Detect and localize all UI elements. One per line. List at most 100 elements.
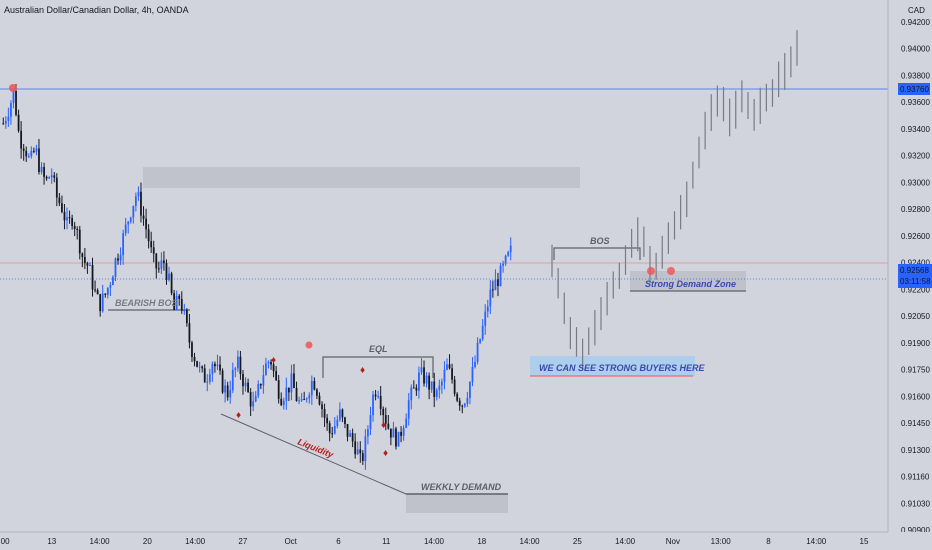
candle-body <box>425 375 428 384</box>
candle-body <box>252 401 255 407</box>
candle-body <box>458 400 461 406</box>
buyers-note-box <box>530 356 695 376</box>
candle-body <box>282 400 285 406</box>
candle-body <box>489 289 492 307</box>
candle-body <box>40 166 43 173</box>
candle-body <box>38 148 40 173</box>
liquidity-trendline <box>220 413 407 495</box>
candle-body <box>374 394 377 397</box>
x-tick-label: 15 <box>860 537 869 546</box>
time-scale[interactable] <box>0 532 932 550</box>
y-tick-group: 0.94200 0.94000 0.93800 0.93600 0.93400 0.932… <box>901 18 930 535</box>
candle-body <box>461 405 464 407</box>
candle-body <box>499 265 502 287</box>
candle-body <box>7 116 10 121</box>
supply-zone-box <box>143 167 580 188</box>
candle-body <box>336 419 339 427</box>
candle-body <box>405 418 408 428</box>
demand-eye-icon <box>667 267 675 275</box>
candle-body <box>272 364 275 372</box>
candle-body <box>323 409 326 418</box>
y-tick-label: 0.91450 <box>901 419 930 428</box>
candle-body <box>372 394 374 416</box>
y-tick-label: 0.91750 <box>901 366 930 375</box>
liquidity-drop-icon: ♦ <box>360 365 365 376</box>
candle-body <box>397 431 400 447</box>
candle-body <box>369 415 372 430</box>
y-tick-label: 0.91030 <box>901 499 930 508</box>
candle-body <box>389 428 392 438</box>
candle-body <box>295 387 298 402</box>
candle-body <box>22 148 25 151</box>
candle-body <box>12 91 15 104</box>
candle-body <box>78 229 81 254</box>
candle-body <box>117 258 119 261</box>
candle-body <box>142 215 145 219</box>
candle-body <box>367 429 369 437</box>
candle-body <box>479 339 482 343</box>
candles-group <box>2 84 512 470</box>
bos-bracket <box>553 247 641 260</box>
y-tick-label: 0.94200 <box>901 18 930 27</box>
candle-body <box>183 310 186 312</box>
candle-body <box>94 289 96 291</box>
x-tick-label: 13 <box>47 537 56 546</box>
candle-body <box>356 449 359 455</box>
candle-body <box>25 150 28 157</box>
candle-body <box>4 120 7 124</box>
candle-body <box>211 363 214 375</box>
strong-demand-zone-label: Strong Demand Zone <box>645 279 736 289</box>
eql-label: EQL <box>369 344 388 354</box>
candle-body <box>10 103 12 117</box>
candle-body <box>244 382 247 387</box>
candle-body <box>407 400 410 419</box>
candle-body <box>63 211 66 221</box>
candle-body <box>191 342 193 357</box>
candle-body <box>321 404 323 410</box>
y-tick-label: 0.91300 <box>901 446 930 455</box>
x-tick-label: 11 <box>382 537 391 546</box>
candle-body <box>471 366 474 382</box>
candle-body <box>196 361 198 367</box>
candle-body <box>484 311 487 326</box>
x-tick-group: :00 13 14:00 20 14:00 27 Oct 6 11 14:00 18 14:00 25 1… <box>0 537 869 546</box>
candle-body <box>280 398 283 406</box>
candle-body <box>435 390 438 397</box>
candle-body <box>150 241 153 248</box>
candle-body <box>364 436 367 461</box>
candle-body <box>448 364 451 369</box>
candle-body <box>132 205 135 218</box>
y-tick-label: 0.94000 <box>901 45 930 54</box>
candle-body <box>214 363 216 367</box>
candle-body <box>239 356 242 374</box>
candle-body <box>129 217 132 222</box>
bearish-bos-label: BEARISH BOS <box>115 298 178 308</box>
candle-body <box>509 245 512 253</box>
candle-body <box>168 273 170 281</box>
candle-body <box>43 166 45 177</box>
candle-body <box>497 279 499 287</box>
candle-body <box>338 409 341 420</box>
candle-body <box>300 399 303 401</box>
candle-body <box>418 372 420 391</box>
candle-body <box>402 427 405 436</box>
projection-group <box>551 30 798 370</box>
candle-body <box>109 285 112 288</box>
top-marker-icon <box>9 84 17 92</box>
candle-body <box>99 294 102 312</box>
candle-body <box>354 441 357 455</box>
y-tick-label: 0.91160 <box>901 473 930 482</box>
candle-body <box>491 289 494 291</box>
strong-demand-zone-box <box>630 271 746 291</box>
candle-body <box>20 130 23 149</box>
candle-body <box>68 217 71 219</box>
candle-body <box>160 260 163 269</box>
candle-body <box>305 398 308 400</box>
candle-body <box>58 197 61 204</box>
candle-body <box>122 233 125 256</box>
candle-body <box>456 393 459 401</box>
candle-body <box>494 279 497 291</box>
y-tick-label: 0.92600 <box>901 232 930 241</box>
